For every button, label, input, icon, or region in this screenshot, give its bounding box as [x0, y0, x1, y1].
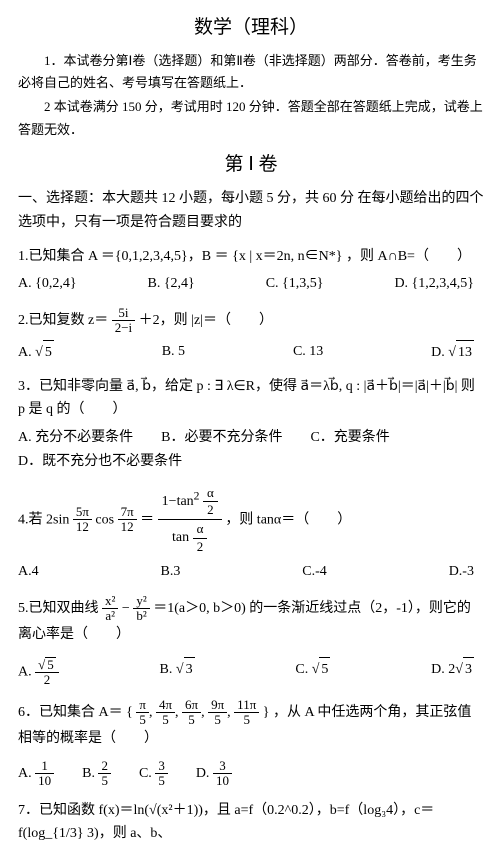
q3-opt-d: D．既不充分也不必要条件 — [18, 450, 182, 474]
q5-t1: x² a² — [102, 594, 118, 624]
q3-opt-a: A. 充分不必要条件 — [18, 426, 133, 450]
question-4: 4.若 2sin 5π 12 cos 7π 12 ＝ 1−tan2 α2 tan… — [18, 484, 484, 584]
q1-opt-c: C. {1,3,5} — [266, 272, 324, 296]
q5-opt-c: C. √5 — [295, 657, 330, 688]
q1-opt-d: D. {1,2,3,4,5} — [394, 272, 474, 296]
q2-den: 2−i — [112, 321, 135, 335]
q5-minus: − — [122, 601, 130, 616]
q2-opt-b: B. 5 — [162, 340, 185, 365]
q3-options: A. 充分不必要条件 B．必要不充分条件 C．充要条件 D．既不充分也不必要条件 — [18, 426, 484, 474]
q6-opt-b: B. 25 — [82, 759, 111, 789]
question-3: 3．已知非零向量 a⃗, b⃗，给定 p : ∃ λ∈R，使得 a⃗＝λb⃗, … — [18, 375, 484, 474]
q6-opt-c: C. 35 — [139, 759, 168, 789]
q5-opt-b: B. √3 — [160, 657, 195, 688]
q6-opt-a: A. 110 — [18, 759, 54, 789]
q6-options: A. 110 B. 25 C. 35 D. 310 — [18, 759, 484, 789]
q4-opt-c: C.-4 — [302, 560, 327, 584]
question-2: 2.已知复数 z＝ 5i 2−i ＋2，则 |z|＝（ ） A. √5 B. 5… — [18, 306, 484, 364]
q2-stem-a: 2.已知复数 z＝ — [18, 313, 108, 328]
q4-options: A.4 B.3 C.-4 D.-3 — [18, 560, 484, 584]
instruction-2: 2 本试卷满分 150 分，考试用时 120 分钟．答题全部在答题纸上完成，试卷… — [18, 96, 484, 140]
q4-eq: ＝ — [140, 512, 154, 527]
q5-t2: y² b² — [133, 594, 149, 624]
question-7: 7．已知函数 f(x)＝ln(√(x²＋1))，且 a=f（0.2^0.2），b… — [18, 799, 484, 847]
q3-opt-c: C．充要条件 — [310, 426, 389, 450]
q7-stem: 7．已知函数 f(x)＝ln(√(x²＋1))，且 a=f（0.2^0.2），b… — [18, 803, 434, 842]
q4-opt-d: D.-3 — [449, 560, 474, 584]
q4-stem-b: ，则 tanα＝（ ） — [225, 512, 351, 527]
q1-set: {x | x＝2n, n∈N*} — [232, 249, 342, 264]
q3-opt-b: B．必要不充分条件 — [161, 426, 282, 450]
q1-options: A. {0,2,4} B. {2,4} C. {1,3,5} D. {1,2,3… — [18, 272, 484, 296]
q4-mid: cos — [95, 512, 114, 527]
doc-title: 数学（理科） — [18, 12, 484, 44]
q4-opt-a: A.4 — [18, 560, 39, 584]
q4-rhs: 1−tan2 α2 tan α2 — [158, 484, 222, 556]
q1-opt-b: B. {2,4} — [148, 272, 195, 296]
q4-f2: 7π 12 — [118, 505, 137, 535]
q2-fraction: 5i 2−i — [112, 306, 135, 336]
q5-stem-a: 5.已知双曲线 — [18, 601, 99, 616]
q2-opt-d: D. √13 — [431, 340, 474, 365]
question-1: 1.已知集合 A ＝{0,1,2,3,4,5}，B ＝ {x | x＝2n, n… — [18, 245, 484, 297]
q5-opt-a: A. √5 2 — [18, 657, 59, 688]
q1-opt-a: A. {0,2,4} — [18, 272, 77, 296]
part-title: 第 Ⅰ 卷 — [18, 149, 484, 181]
q2-num: 5i — [112, 306, 135, 321]
q3-stem: 3．已知非零向量 a⃗, b⃗，给定 p : ∃ λ∈R，使得 a⃗＝λb⃗, … — [18, 379, 475, 418]
q1-stem-a: 1.已知集合 A ＝{0,1,2,3,4,5}，B ＝ — [18, 249, 229, 264]
q2-opt-c: C. 13 — [293, 340, 323, 365]
q4-opt-b: B.3 — [161, 560, 181, 584]
instruction-1: 1．本试卷分第Ⅰ卷（选择题）和第Ⅱ卷（非选择题）两部分．答卷前，考生务必将自己的… — [18, 50, 484, 94]
q2-stem-b: ＋2，则 |z|＝（ ） — [139, 313, 273, 328]
q1-stem-b: ，则 A∩B=（ ） — [346, 249, 471, 264]
section-heading: 一、选择题：本大题共 12 小题，每小题 5 分，共 60 分 在每小题给出的四… — [18, 187, 484, 235]
question-5: 5.已知双曲线 x² a² − y² b² ＝1(a＞0, b＞0) 的一条渐近… — [18, 594, 484, 688]
q6-set: { π5, 4π5, 6π5, 9π5, 11π5 } — [126, 705, 269, 720]
q5-options: A. √5 2 B. √3 C. √5 D. 2√3 — [18, 657, 484, 688]
q4-f1: 5π 12 — [73, 505, 92, 535]
q2-options: A. √5 B. 5 C. 13 D. √13 — [18, 340, 484, 365]
question-6: 6．已知集合 A＝ { π5, 4π5, 6π5, 9π5, 11π5 } ，从… — [18, 698, 484, 789]
q6-opt-d: D. 310 — [196, 759, 232, 789]
q6-stem-a: 6．已知集合 A＝ — [18, 705, 123, 720]
q2-opt-a: A. √5 — [18, 340, 54, 365]
q4-stem-a: 4.若 2sin — [18, 512, 69, 527]
q5-opt-d: D. 2√3 — [431, 657, 474, 688]
